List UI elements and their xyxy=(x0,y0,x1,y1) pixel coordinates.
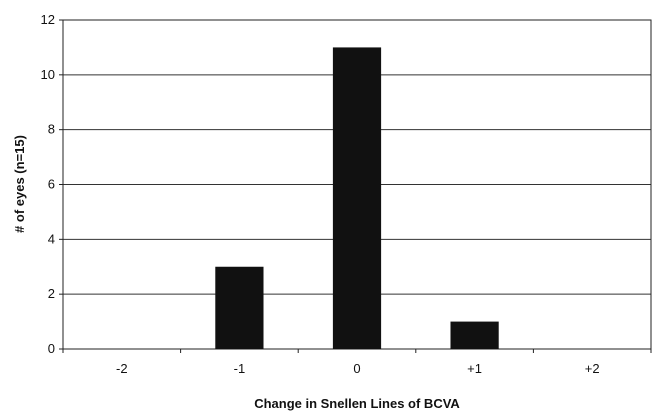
y-tick-label: 12 xyxy=(41,12,55,27)
bar--1 xyxy=(215,266,264,349)
x-axis-title: Change in Snellen Lines of BCVA xyxy=(254,396,460,411)
bar-0 xyxy=(332,47,382,350)
y-tick-label: 6 xyxy=(48,177,55,192)
x-tick-label: +1 xyxy=(467,361,482,376)
x-axis-ticks: -2 -1 0 +1 +2 xyxy=(62,349,652,376)
y-tick-label: 8 xyxy=(48,122,55,137)
y-tick-label: 2 xyxy=(48,286,55,301)
bar-+1 xyxy=(450,321,499,349)
y-axis-ticks: 0 2 4 6 8 10 12 xyxy=(41,12,63,356)
x-tick-label: -1 xyxy=(234,361,246,376)
x-tick-label: 0 xyxy=(353,361,360,376)
y-tick-label: 0 xyxy=(48,341,55,356)
y-axis-title: # of eyes (n=15) xyxy=(12,135,27,233)
y-tick-label: 10 xyxy=(41,67,55,82)
bars xyxy=(215,47,499,350)
y-tick-label: 4 xyxy=(48,231,55,246)
x-tick-label: +2 xyxy=(585,361,600,376)
x-tick-label: -2 xyxy=(116,361,128,376)
